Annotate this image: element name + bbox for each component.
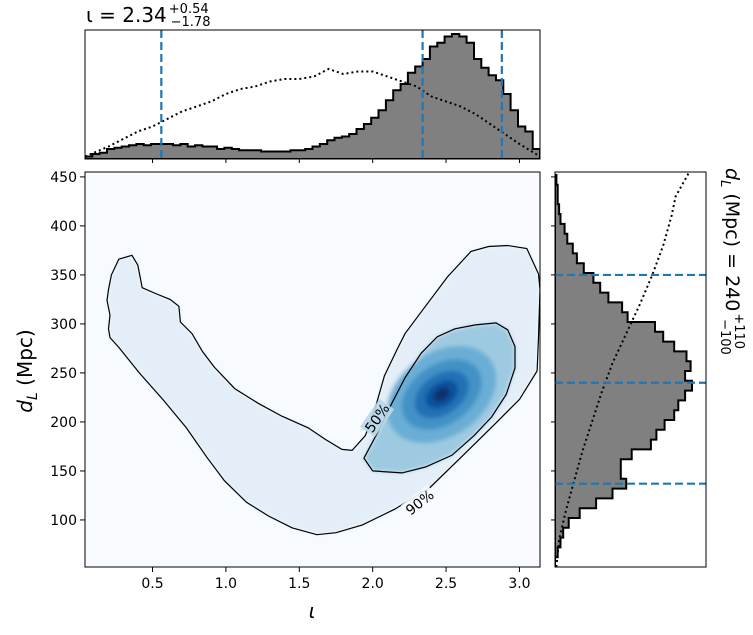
x-axis-ticks: 0.5 1.0 1.5 2.0 2.5 3.0 <box>141 567 531 592</box>
density-heatmap <box>107 245 540 535</box>
y-tick-label: 100 <box>50 513 77 529</box>
y-tick-label: 250 <box>50 366 77 382</box>
x-tick-label: 0.5 <box>141 576 163 592</box>
y-tick-label: 450 <box>50 170 77 186</box>
right-marginal-panel: dL (Mpc) = 240+110−100 <box>551 168 746 568</box>
x-tick-label: 2.0 <box>362 576 384 592</box>
top-marginal-histograms <box>85 30 540 159</box>
contour-90pct <box>106 244 540 536</box>
y-tick-label: 300 <box>50 317 77 333</box>
contour-label-bg <box>359 398 395 438</box>
y-axis-label: dL (Mpc) <box>13 329 41 412</box>
right-title: dL (Mpc) = 240+110−100 <box>717 168 746 355</box>
y-tick-label: 200 <box>50 415 77 431</box>
y-tick-label: 400 <box>50 219 77 235</box>
x-axis-label: ι <box>309 599 316 623</box>
contour-group <box>106 244 540 536</box>
joint-frame <box>84 171 541 568</box>
right-frame <box>554 171 707 568</box>
density-core-4 <box>433 387 450 402</box>
top-marginal-panel: ι = 2.34 +0.54 −1.78 <box>84 2 541 163</box>
top-prior-curve <box>85 67 540 158</box>
top-x-ticks <box>152 159 520 163</box>
y-tick-label: 350 <box>50 268 77 284</box>
y-axis-ticks: 100 150 200 250 300 350 400 450 <box>50 170 85 529</box>
top-title: ι = 2.34 +0.54 −1.78 <box>86 2 210 30</box>
x-tick-label: 1.0 <box>215 576 237 592</box>
right-prior-curve <box>555 172 691 567</box>
top-frame <box>84 29 541 160</box>
joint-panel: 90%50% 0.5 1.0 1.5 2.0 2.5 3.0 10015020025030… <box>13 170 541 623</box>
right-posterior-histogram <box>555 173 693 567</box>
x-tick-label: 3.0 <box>508 576 530 592</box>
x-tick-label: 2.5 <box>435 576 457 592</box>
y-tick-label: 150 <box>50 464 77 480</box>
x-tick-label: 1.5 <box>288 576 310 592</box>
top-posterior-histogram <box>85 33 540 159</box>
contour-label-bg <box>400 484 439 520</box>
right-marginal-histograms <box>555 172 706 567</box>
right-y-ticks <box>551 176 555 521</box>
contour-50pct <box>363 322 516 474</box>
